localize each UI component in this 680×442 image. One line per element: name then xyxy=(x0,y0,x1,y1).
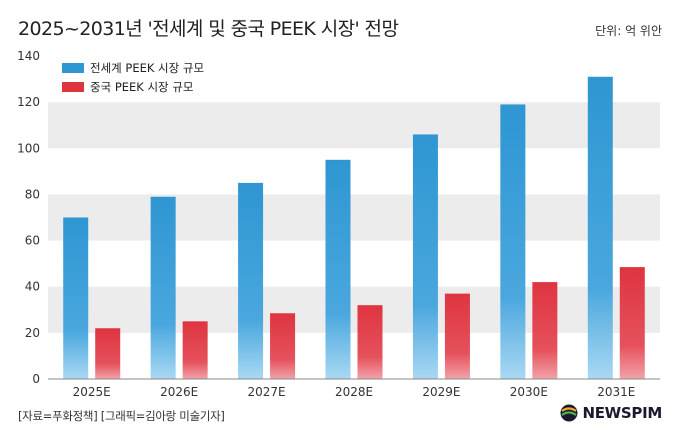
bar-china xyxy=(357,305,383,379)
x-tick-label: 2028E xyxy=(335,385,373,399)
x-tick-label: 2027E xyxy=(248,385,286,399)
x-tick-label: 2030E xyxy=(510,385,548,399)
legend-swatch-china xyxy=(62,82,84,92)
bar-global xyxy=(150,196,176,379)
logo-text: NEWSPIM xyxy=(582,404,662,422)
source-credit: [자료=푸화정책] [그래픽=김아랑 미술기자] xyxy=(18,409,225,423)
bar-china xyxy=(444,293,470,379)
chart-title: 2025~2031년 '전세계 및 중국 PEEK 시장' 전망 xyxy=(18,18,399,40)
bar-china xyxy=(619,267,645,379)
bar-china xyxy=(532,282,558,379)
bar-china xyxy=(95,328,121,379)
bar-global xyxy=(500,104,526,379)
x-axis-labels: 2025E 2026E 2027E 2028E 2029E 2030E 2031E xyxy=(73,385,636,399)
legend-label-china: 중국 PEEK 시장 규모 xyxy=(90,80,193,94)
bar-global xyxy=(587,76,613,379)
grid-band xyxy=(48,102,660,149)
bar-global xyxy=(63,217,89,379)
y-tick-label: 40 xyxy=(25,280,40,294)
bar-china xyxy=(270,313,296,379)
y-tick-label: 20 xyxy=(25,326,40,340)
y-axis-ticks: 0 20 40 60 80 100 120 140 xyxy=(17,49,40,386)
legend-swatch-global xyxy=(62,63,84,73)
bars xyxy=(63,76,645,379)
legend: 전세계 PEEK 시장 규모 중국 PEEK 시장 규모 xyxy=(62,61,204,94)
x-tick-label: 2031E xyxy=(597,385,635,399)
grid-band xyxy=(48,286,660,333)
unit-label: 단위: 억 위안 xyxy=(595,24,662,38)
bar-global xyxy=(238,182,264,379)
y-tick-label: 60 xyxy=(25,234,40,248)
bar-global xyxy=(412,134,438,379)
globe-icon xyxy=(560,404,578,422)
y-tick-label: 100 xyxy=(17,141,40,155)
y-tick-label: 0 xyxy=(32,372,40,386)
y-tick-label: 80 xyxy=(25,187,40,201)
newspim-logo: NEWSPIM xyxy=(560,404,662,422)
grid-band xyxy=(48,194,660,241)
bar-global xyxy=(325,159,351,379)
legend-label-global: 전세계 PEEK 시장 규모 xyxy=(90,61,204,75)
x-tick-label: 2025E xyxy=(73,385,111,399)
bar-china xyxy=(182,321,208,379)
grid-bands xyxy=(48,102,660,333)
y-tick-label: 120 xyxy=(17,95,40,109)
x-tick-label: 2026E xyxy=(160,385,198,399)
y-tick-label: 140 xyxy=(17,49,40,63)
x-tick-label: 2029E xyxy=(422,385,460,399)
